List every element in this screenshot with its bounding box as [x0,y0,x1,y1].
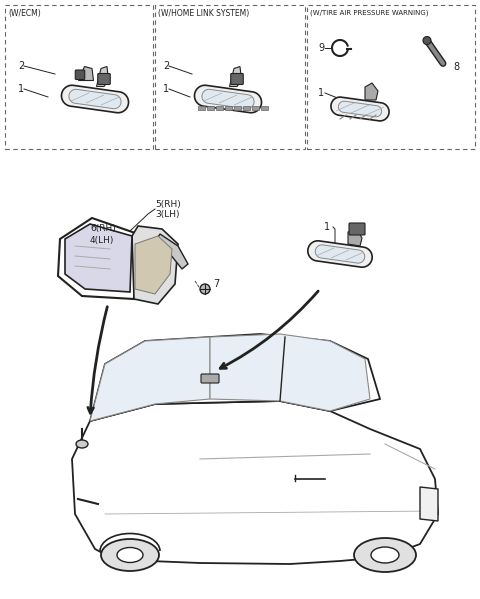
Bar [307,5,475,149]
Bar [216,106,223,110]
Ellipse shape [101,539,159,571]
Text: 8: 8 [453,62,459,72]
Polygon shape [229,66,241,86]
Text: 1: 1 [163,84,169,94]
Text: 3(LH): 3(LH) [155,210,180,219]
Polygon shape [79,66,94,80]
Circle shape [423,37,431,44]
Text: (W/ECM): (W/ECM) [8,9,41,18]
Ellipse shape [354,538,416,572]
Text: 1: 1 [324,222,330,232]
FancyBboxPatch shape [201,374,219,383]
FancyBboxPatch shape [75,70,85,80]
Polygon shape [308,241,372,267]
Polygon shape [420,487,438,521]
Ellipse shape [371,547,399,563]
Text: 6(RH): 6(RH) [90,225,116,234]
Bar [243,106,250,110]
Text: 7: 7 [213,279,219,289]
Ellipse shape [117,547,143,562]
Text: 1: 1 [318,88,324,98]
Polygon shape [61,85,129,113]
Polygon shape [202,89,254,108]
Ellipse shape [76,440,88,448]
Polygon shape [348,228,362,246]
Polygon shape [90,337,210,421]
Text: (W/TIRE AIR PRESSURE WARNING): (W/TIRE AIR PRESSURE WARNING) [310,9,429,16]
Polygon shape [69,89,121,108]
Bar [225,106,232,110]
Bar [198,106,205,110]
FancyBboxPatch shape [98,74,110,84]
Text: 1: 1 [18,84,24,94]
Text: 5(RH): 5(RH) [155,199,181,208]
Polygon shape [135,236,172,294]
Polygon shape [96,66,108,86]
Text: (W/HOME LINK SYSTEM): (W/HOME LINK SYSTEM) [158,9,249,18]
Text: 4(LH): 4(LH) [90,235,114,244]
Bar [261,106,268,110]
Polygon shape [155,234,188,269]
Polygon shape [338,101,382,117]
Polygon shape [194,85,262,113]
Polygon shape [210,334,370,411]
Bar [207,106,214,110]
Circle shape [200,284,210,294]
Bar [234,106,241,110]
Polygon shape [365,83,378,100]
Bar [155,5,305,149]
Bar [252,106,259,110]
FancyBboxPatch shape [231,74,243,84]
FancyBboxPatch shape [349,223,365,235]
Text: 2: 2 [163,61,169,71]
Polygon shape [331,97,389,121]
Bar [5,5,153,149]
Polygon shape [72,401,438,564]
Polygon shape [90,334,380,421]
Text: 9: 9 [318,43,324,53]
Polygon shape [65,224,132,292]
Text: 2: 2 [18,61,24,71]
Polygon shape [132,226,178,304]
Polygon shape [315,245,365,263]
